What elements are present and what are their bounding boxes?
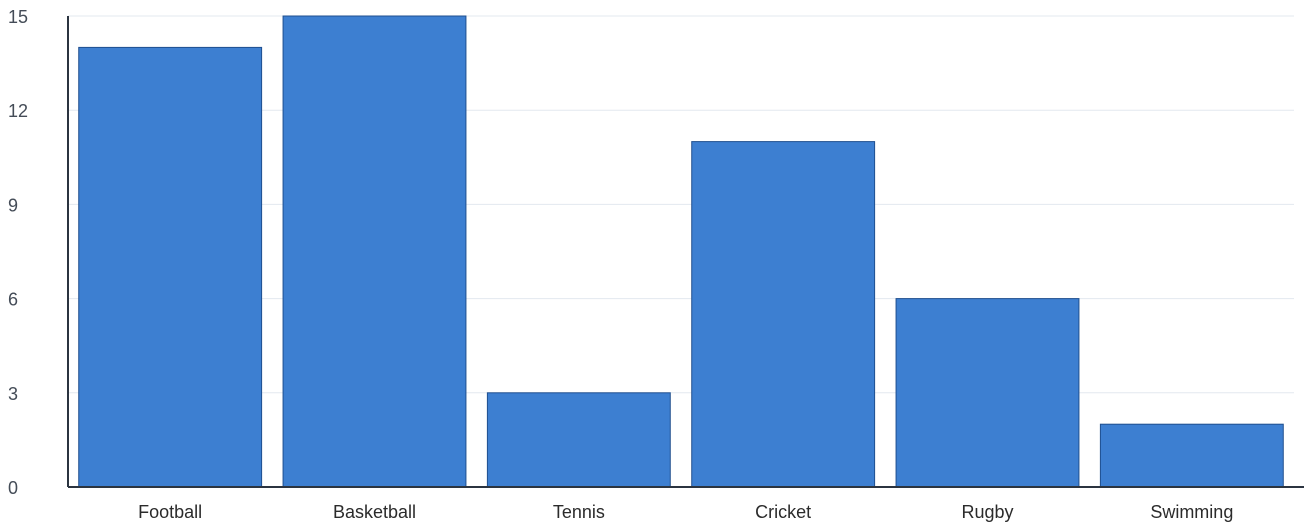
x-tick-label: Football xyxy=(138,502,202,522)
bar-rugby xyxy=(895,298,1080,488)
y-tick-label: 9 xyxy=(8,195,18,215)
x-tick-label: Tennis xyxy=(553,502,605,522)
bar-cricket xyxy=(691,141,876,488)
x-tick-label: Basketball xyxy=(333,502,416,522)
bar-tennis xyxy=(486,392,671,488)
x-tick-label: Cricket xyxy=(755,502,811,522)
bar-swimming xyxy=(1099,423,1284,488)
bar-football xyxy=(78,46,263,488)
y-tick-label: 12 xyxy=(8,101,28,121)
y-tick-label: 6 xyxy=(8,290,18,310)
x-tick-labels: Football Basketball Tennis Cricket Rugby Swim… xyxy=(138,502,1233,522)
bar-layer xyxy=(78,15,1284,488)
y-tick-label: 3 xyxy=(8,384,18,404)
y-tick-labels: 0 3 6 9 12 15 xyxy=(8,7,28,498)
grid-layer xyxy=(68,15,1294,394)
x-tick-label: Rugby xyxy=(961,502,1013,522)
x-tick-label: Swimming xyxy=(1150,502,1233,522)
y-tick-label: 0 xyxy=(8,478,18,498)
bar-basketball xyxy=(282,15,467,488)
y-tick-label: 15 xyxy=(8,7,28,27)
axis-layer xyxy=(67,16,1304,488)
